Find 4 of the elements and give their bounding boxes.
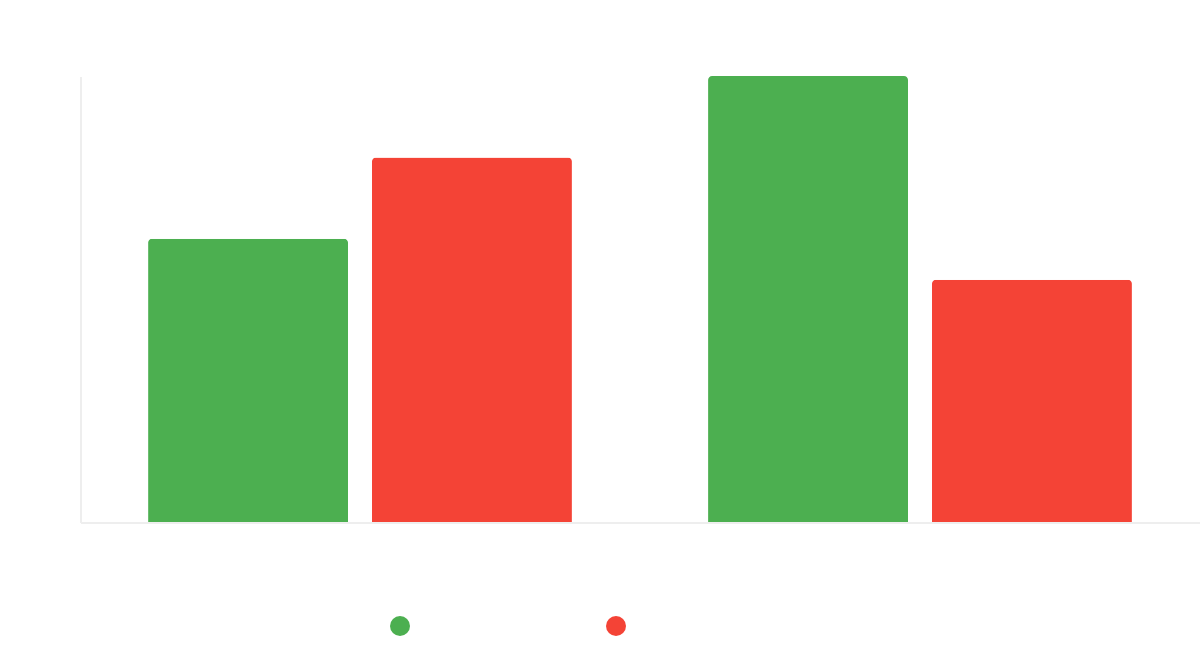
bar [371,157,572,522]
bar [148,238,349,522]
bar [708,76,909,522]
bar [931,279,1132,522]
